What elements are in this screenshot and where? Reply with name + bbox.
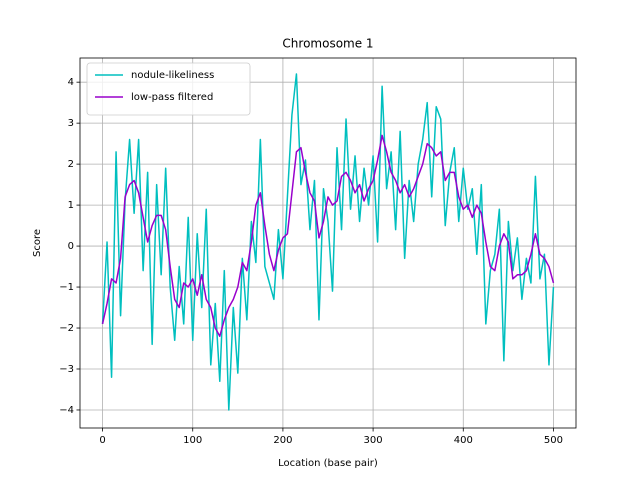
x-tick-label: 400 bbox=[454, 435, 473, 446]
y-tick-label: 1 bbox=[68, 200, 74, 211]
plot-frame bbox=[79, 57, 577, 429]
y-tick-label: 4 bbox=[68, 77, 74, 88]
y-tick-label: −2 bbox=[59, 323, 74, 334]
y-tick-label: −3 bbox=[59, 364, 74, 375]
y-tick-label: 0 bbox=[68, 241, 74, 252]
y-tick-label: −1 bbox=[59, 282, 74, 293]
y-tick-label: −4 bbox=[59, 405, 74, 416]
x-tick-label: 300 bbox=[364, 435, 383, 446]
x-tick-label: 0 bbox=[99, 435, 105, 446]
data-line bbox=[101, 134, 555, 337]
x-axis-label: Location (base pair) bbox=[278, 458, 378, 469]
x-tick-label: 100 bbox=[183, 435, 202, 446]
y-axis-label: Score bbox=[32, 229, 43, 257]
x-tick-label: 200 bbox=[273, 435, 292, 446]
y-tick-label: 2 bbox=[68, 159, 74, 170]
legend-box bbox=[86, 62, 251, 116]
legend-label: nodule-likeliness bbox=[131, 70, 214, 81]
chart-title: Chromosome 1 bbox=[282, 37, 373, 51]
legend-label: low-pass filtered bbox=[131, 92, 213, 103]
data-line bbox=[101, 73, 555, 411]
y-tick-label: 3 bbox=[68, 118, 74, 129]
legend: nodule-likeliness low-pass filtered bbox=[86, 62, 251, 116]
x-tick-label: 500 bbox=[544, 435, 563, 446]
